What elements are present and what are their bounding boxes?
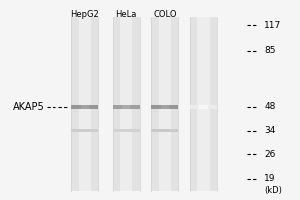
Text: HepG2: HepG2	[70, 10, 99, 19]
Text: HeLa: HeLa	[116, 10, 137, 19]
Bar	[71, 17, 98, 191]
Text: 34: 34	[264, 126, 276, 135]
Bar	[161, 105, 169, 109]
Text: 19: 19	[264, 174, 276, 183]
Text: 48: 48	[264, 102, 276, 111]
Bar	[122, 105, 130, 109]
Bar	[152, 129, 178, 132]
Bar	[190, 17, 217, 191]
Bar	[113, 105, 140, 109]
Bar	[71, 129, 98, 132]
Text: COLO: COLO	[153, 10, 177, 19]
Text: 26: 26	[264, 150, 276, 159]
Bar	[190, 105, 217, 109]
Bar	[113, 129, 140, 132]
Bar	[120, 17, 132, 191]
Bar	[71, 105, 98, 109]
Bar	[79, 17, 91, 191]
Bar	[152, 105, 178, 109]
Bar	[152, 17, 178, 191]
Text: AKAP5: AKAP5	[13, 102, 45, 112]
Bar	[113, 17, 140, 191]
Text: 117: 117	[264, 21, 282, 30]
Bar	[81, 105, 88, 109]
Bar	[197, 17, 209, 191]
Text: (kD): (kD)	[264, 186, 282, 195]
Text: 85: 85	[264, 46, 276, 55]
Bar	[159, 17, 171, 191]
Bar	[200, 105, 208, 109]
